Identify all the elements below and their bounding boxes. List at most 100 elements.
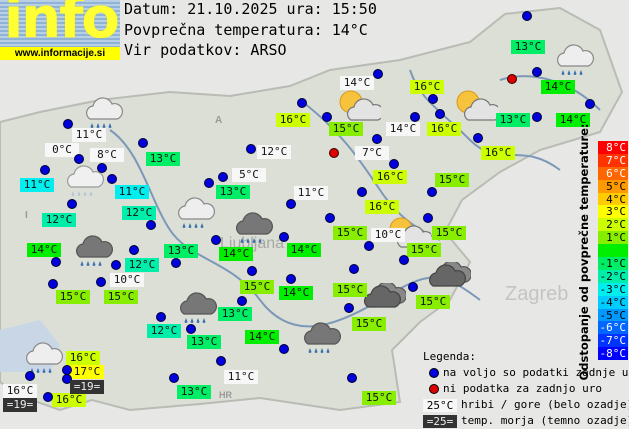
station-dot[interactable] xyxy=(247,266,257,276)
station-temperature-label: 12°C xyxy=(147,324,181,338)
station-dot[interactable] xyxy=(237,296,247,306)
scale-row: -6°C xyxy=(598,321,628,335)
station-temperature-label: 15°C xyxy=(333,283,367,297)
station-dot[interactable] xyxy=(473,133,483,143)
station-dot[interactable] xyxy=(585,99,595,109)
station-dot[interactable] xyxy=(48,279,58,289)
station-temperature-label: 15°C xyxy=(407,243,441,257)
station-temperature-label: 15°C xyxy=(56,290,90,304)
station-dot[interactable] xyxy=(97,163,107,173)
station-dot[interactable] xyxy=(129,245,139,255)
station-dot[interactable] xyxy=(532,112,542,122)
station-dot[interactable] xyxy=(408,282,418,292)
station-dot[interactable] xyxy=(107,174,117,184)
station-temperature-label: 13°C xyxy=(511,40,545,54)
legend-sea-row: =25= temp. morja (temno ozadje) xyxy=(423,413,629,429)
station-dot[interactable] xyxy=(218,172,228,182)
rain-cloud-icon xyxy=(174,195,220,235)
logo-text: info xyxy=(4,0,120,51)
station-dot[interactable] xyxy=(63,119,73,129)
scale-row: -3°C xyxy=(598,282,628,296)
station-dot[interactable] xyxy=(399,255,409,265)
station-dot[interactable] xyxy=(279,344,289,354)
station-temperature-label: 15°C xyxy=(362,391,396,405)
map-label-austria: A xyxy=(215,115,222,126)
rain-cloud-icon xyxy=(553,42,599,82)
deviation-scale: 8°C 7°C 6°C 5°C 4°C 3°C 2°C 1°C -1°C -2°C -3°C -4°C… xyxy=(598,141,628,360)
station-temperature-label: 14°C xyxy=(27,243,61,257)
station-temperature-label: 16°C xyxy=(481,146,515,160)
station-dot[interactable] xyxy=(146,220,156,230)
scale-row: -4°C xyxy=(598,295,628,309)
map-label-zagreb: Zagreb xyxy=(505,283,568,305)
station-dot[interactable] xyxy=(138,138,148,148)
scale-row: 5°C xyxy=(598,179,628,193)
station-dot[interactable] xyxy=(286,274,296,284)
station-dot[interactable] xyxy=(204,178,214,188)
date-line: Datum: 21.10.2025 ura: 15:50 xyxy=(124,0,377,18)
station-dot[interactable] xyxy=(357,187,367,197)
station-dot[interactable] xyxy=(156,312,166,322)
legend-mountain-text: hribi / gore (belo ozadje) xyxy=(461,398,629,411)
station-dot[interactable] xyxy=(344,303,354,313)
station-dot[interactable] xyxy=(186,324,196,334)
rain-cloud-icon xyxy=(22,340,68,380)
scale-row: 3°C xyxy=(598,205,628,218)
station-temperature-label: 13°C xyxy=(146,152,180,166)
station-dot[interactable] xyxy=(62,374,72,384)
station-temperature-label: 11°C xyxy=(20,178,54,192)
station-dot[interactable] xyxy=(423,213,433,223)
cloud-light-rain-icon xyxy=(63,163,109,203)
site-logo[interactable]: info www.informacije.si xyxy=(0,0,120,60)
station-dot[interactable] xyxy=(211,235,221,245)
station-dot[interactable] xyxy=(246,144,256,154)
station-dot[interactable] xyxy=(410,112,420,122)
no-data-station-dot[interactable] xyxy=(507,74,517,84)
station-temperature-label: 17°C xyxy=(70,365,104,379)
station-dot[interactable] xyxy=(389,159,399,169)
station-dot[interactable] xyxy=(364,241,374,251)
station-dot[interactable] xyxy=(169,373,179,383)
station-dot[interactable] xyxy=(67,199,77,209)
mountain-temperature-label: 10°C xyxy=(371,228,405,242)
station-dot[interactable] xyxy=(372,134,382,144)
station-dot[interactable] xyxy=(373,69,383,79)
station-dot[interactable] xyxy=(74,154,84,164)
station-dot[interactable] xyxy=(43,392,53,402)
station-dot[interactable] xyxy=(428,94,438,104)
station-dot[interactable] xyxy=(96,277,106,287)
station-dot[interactable] xyxy=(51,257,61,267)
no-data-station-dot[interactable] xyxy=(329,148,339,158)
station-temperature-label: 13°C xyxy=(496,113,530,127)
dark-rain-cloud-icon xyxy=(176,290,222,330)
station-dot[interactable] xyxy=(111,260,121,270)
station-temperature-label: 16°C xyxy=(373,170,407,184)
station-dot[interactable] xyxy=(435,109,445,119)
logo-url[interactable]: www.informacije.si xyxy=(0,47,120,60)
station-dot[interactable] xyxy=(40,165,50,175)
scale-row: 6°C xyxy=(598,166,628,180)
station-dot[interactable] xyxy=(522,11,532,21)
station-dot[interactable] xyxy=(297,98,307,108)
station-dot[interactable] xyxy=(322,112,332,122)
legend-title: Legenda: xyxy=(423,350,476,363)
station-temperature-label: 13°C xyxy=(218,307,252,321)
station-dot[interactable] xyxy=(532,67,542,77)
station-temperature-label: 15°C xyxy=(435,173,469,187)
station-temperature-label: 15°C xyxy=(240,280,274,294)
station-dot[interactable] xyxy=(427,187,437,197)
blue-dot-icon xyxy=(429,368,439,378)
station-dot[interactable] xyxy=(279,232,289,242)
station-dot[interactable] xyxy=(25,371,35,381)
map-label-italy: I xyxy=(25,210,28,221)
station-dot[interactable] xyxy=(347,373,357,383)
station-temperature-label: 13°C xyxy=(177,385,211,399)
station-dot[interactable] xyxy=(286,199,296,209)
red-dot-icon xyxy=(429,384,439,394)
station-dot[interactable] xyxy=(171,258,181,268)
station-dot[interactable] xyxy=(216,356,226,366)
sun-cloud-icon xyxy=(452,88,501,128)
station-dot[interactable] xyxy=(349,264,359,274)
mountain-temperature-label: 10°C xyxy=(110,273,144,287)
station-dot[interactable] xyxy=(325,213,335,223)
